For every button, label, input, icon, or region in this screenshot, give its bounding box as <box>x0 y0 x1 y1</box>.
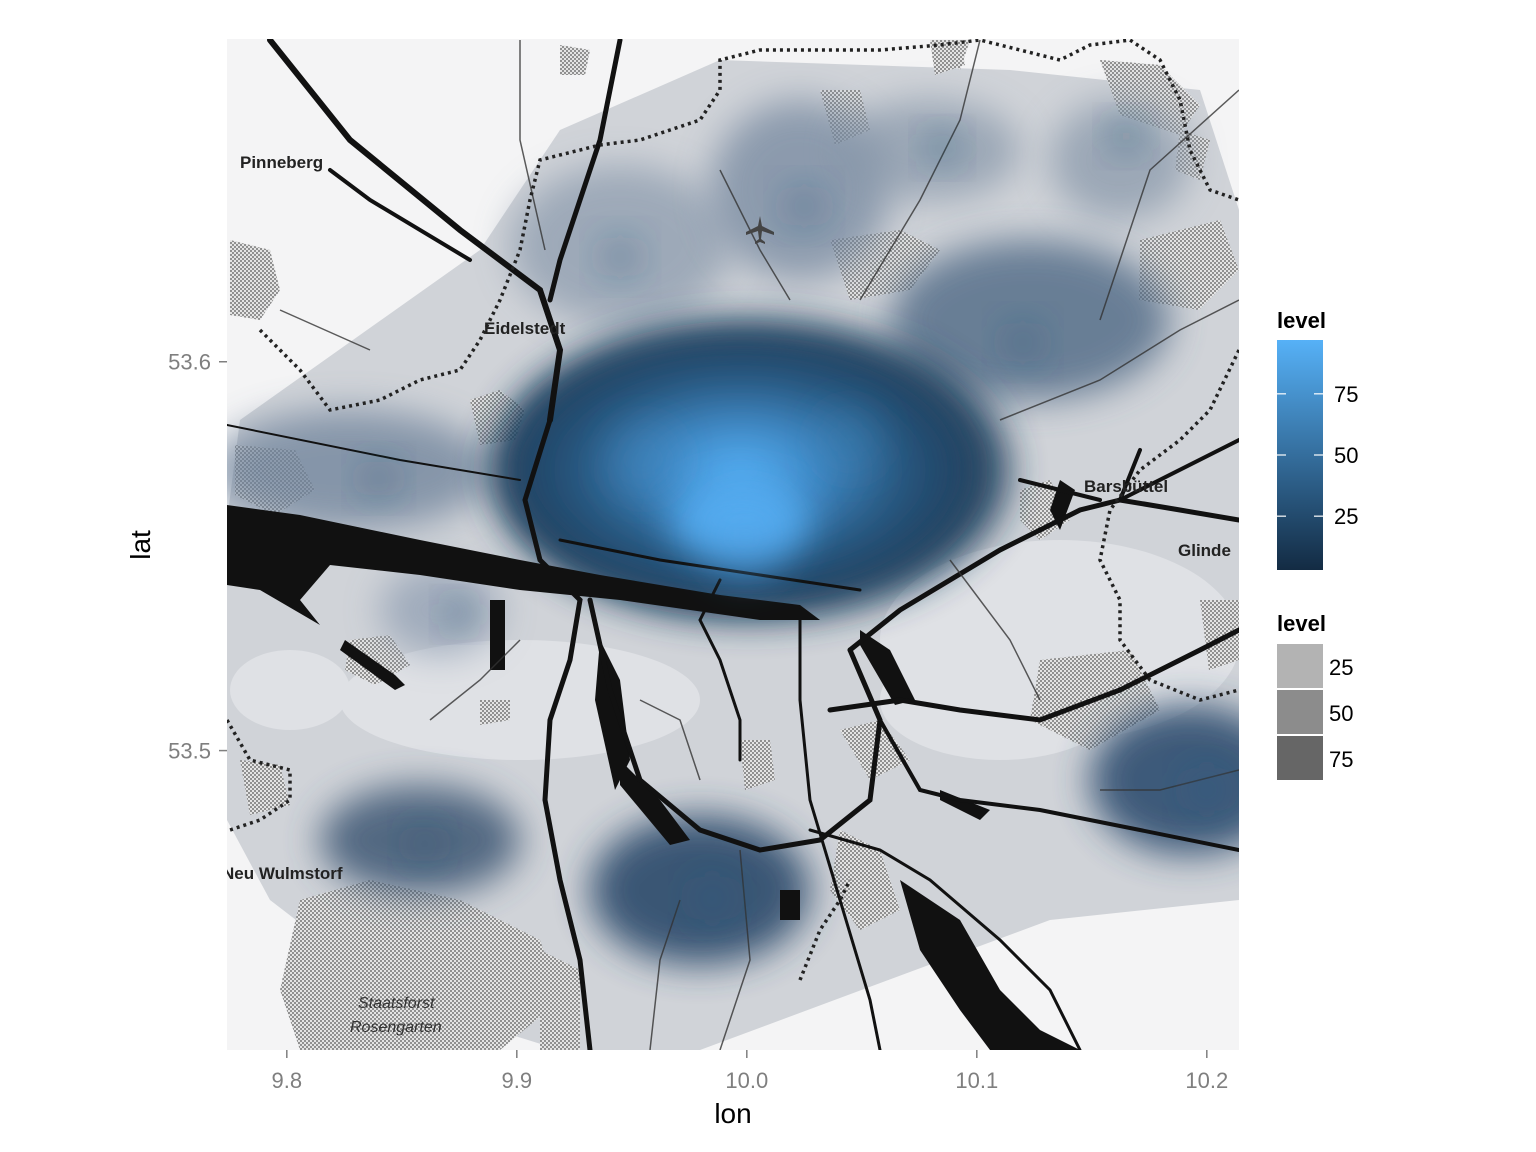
airport-icon <box>746 216 774 244</box>
y-tick-label: 53.6 <box>168 350 211 375</box>
x-tick-label: 9.9 <box>502 1068 533 1093</box>
x-tick-label: 10.0 <box>725 1068 768 1093</box>
major-roads <box>227 39 1239 1050</box>
legend-fill: level 75 50 25 <box>1277 308 1358 570</box>
legend-alpha-key <box>1277 644 1323 688</box>
density-hotspot <box>817 406 884 473</box>
density-hotspot <box>1109 119 1144 154</box>
legend-fill-label: 50 <box>1334 443 1358 468</box>
legend-alpha-title: level <box>1277 611 1326 636</box>
place-label-neu-wulmstorf: Neu Wulmstorf <box>222 864 343 883</box>
legend-alpha-key <box>1277 736 1323 780</box>
x-tick-label: 10.2 <box>1185 1068 1228 1093</box>
place-labels: Pinneberg Eidelstedt Barsbüttel Glinde N… <box>222 153 1231 1036</box>
density-hotspot <box>406 825 444 863</box>
place-label-barsbuettel: Barsbüttel <box>1084 477 1168 496</box>
y-axis-title: lat <box>125 530 156 560</box>
density-core <box>490 320 1010 620</box>
density-hotspot <box>925 130 960 165</box>
density-hotspots <box>360 119 1230 921</box>
legend-fill-label: 75 <box>1334 382 1358 407</box>
legend-alpha-key <box>1277 690 1323 734</box>
x-axis: 9.8 9.9 10.0 10.1 10.2 <box>272 1050 1228 1093</box>
density-hotspot <box>1002 321 1044 363</box>
x-tick-label: 10.1 <box>955 1068 998 1093</box>
density-hotspot <box>690 876 735 921</box>
y-axis: 53.6 53.5 <box>168 350 227 764</box>
density-hotspot <box>783 185 825 227</box>
place-label-staatsforst: Staatsforst <box>358 995 435 1012</box>
legend-alpha-label: 75 <box>1329 747 1353 772</box>
map-panel: Pinneberg Eidelstedt Barsbüttel Glinde N… <box>222 39 1239 1050</box>
legend-fill-title: level <box>1277 308 1326 333</box>
place-label-glinde: Glinde <box>1178 541 1231 560</box>
legend-alpha-label: 50 <box>1329 701 1353 726</box>
density-hotspot <box>703 493 791 580</box>
density-hotspot <box>360 459 398 498</box>
place-label-eidelstedt: Eidelstedt <box>484 319 566 338</box>
x-tick-label: 9.8 <box>272 1068 303 1093</box>
river-elbe <box>227 480 1080 1050</box>
place-label-pinneberg: Pinneberg <box>240 153 323 172</box>
legend-alpha-label: 25 <box>1329 655 1353 680</box>
density-hotspot <box>599 236 641 278</box>
x-axis-title: lon <box>714 1098 751 1129</box>
density-hotspot <box>608 424 678 494</box>
legend-fill-label: 25 <box>1334 504 1358 529</box>
legend-alpha: level 25 50 75 <box>1277 611 1353 780</box>
density-hotspot <box>1184 767 1230 812</box>
city-boundary <box>227 39 1239 981</box>
y-tick-label: 53.5 <box>168 739 211 764</box>
density-hotspot <box>444 599 475 630</box>
place-label-rosengarten: Rosengarten <box>350 1019 442 1036</box>
